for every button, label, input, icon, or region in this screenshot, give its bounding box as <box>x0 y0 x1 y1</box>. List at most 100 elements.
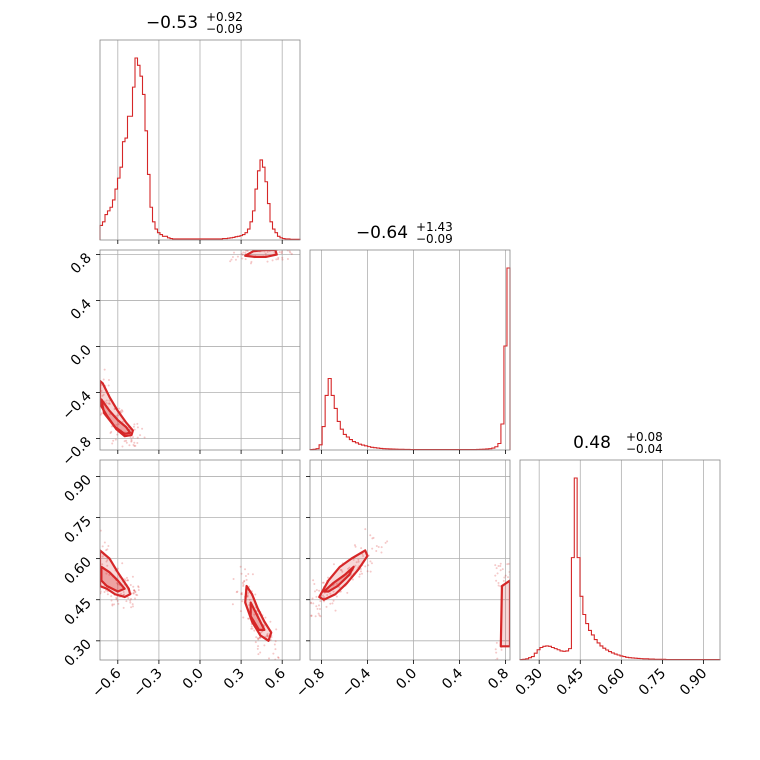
sample-point <box>100 413 102 416</box>
sample-point <box>358 573 361 576</box>
sample-point <box>341 570 344 573</box>
sample-point <box>129 601 132 604</box>
sample-point <box>244 258 247 261</box>
sample-point <box>499 564 502 567</box>
contour-outer <box>244 584 273 642</box>
y-tick-label: 0.0 <box>68 342 95 369</box>
sample-point <box>242 583 245 586</box>
param-title-0: −0.53 <box>146 13 198 33</box>
sample-point <box>134 591 137 594</box>
sample-point <box>251 573 254 576</box>
sample-point <box>106 548 109 551</box>
sample-point <box>380 551 383 554</box>
sample-point <box>131 436 134 439</box>
sample-point <box>264 616 267 619</box>
sample-point <box>117 414 120 417</box>
sample-point <box>244 251 247 254</box>
sample-point <box>515 661 517 663</box>
sample-point <box>250 627 253 630</box>
sample-point <box>242 580 245 583</box>
sample-point <box>125 576 128 579</box>
sample-point <box>263 624 266 627</box>
sample-point <box>332 563 335 566</box>
sample-point <box>262 242 264 244</box>
sample-point <box>95 541 97 543</box>
sample-point <box>318 607 321 610</box>
sample-point <box>506 563 509 566</box>
sample-point <box>507 665 509 667</box>
sample-point <box>509 668 511 670</box>
sample-point <box>91 548 93 550</box>
sample-point <box>241 257 244 260</box>
sample-point <box>348 566 351 569</box>
sample-point <box>360 572 363 575</box>
sample-point <box>256 647 259 650</box>
sample-point <box>106 593 109 596</box>
sample-point <box>95 411 97 413</box>
sample-point <box>269 638 272 641</box>
sample-point <box>364 565 367 568</box>
y-tick-label: −0.4 <box>59 388 94 423</box>
histogram-step-2 <box>519 477 721 661</box>
sample-point <box>108 402 111 405</box>
sample-point <box>266 632 269 635</box>
sample-point <box>108 573 111 576</box>
sample-point <box>94 534 96 536</box>
sample-point <box>253 613 256 616</box>
sample-point <box>121 420 124 423</box>
sample-point <box>316 607 319 610</box>
sample-point <box>286 244 288 246</box>
sample-point <box>327 576 330 579</box>
sample-point <box>280 247 282 249</box>
sample-point <box>132 585 135 588</box>
sample-point <box>280 252 283 255</box>
sample-point <box>241 254 244 257</box>
sample-point <box>93 391 95 393</box>
sample-point <box>325 605 328 608</box>
sample-point <box>285 244 287 246</box>
sample-point <box>250 260 253 263</box>
sample-point <box>125 441 128 444</box>
sample-point <box>242 251 245 254</box>
sample-point <box>281 258 284 261</box>
sample-point <box>95 411 97 413</box>
sample-point <box>240 593 243 596</box>
sample-point <box>136 426 139 429</box>
sample-point <box>500 648 503 651</box>
sample-point <box>511 665 513 667</box>
sample-point <box>269 620 272 623</box>
sample-point <box>375 545 378 548</box>
sample-point <box>272 652 275 655</box>
param-minus-2: −0.04 <box>626 442 663 456</box>
contour-outer <box>499 579 510 648</box>
sample-point <box>125 439 128 442</box>
sample-point <box>111 603 114 606</box>
sample-point <box>116 583 119 586</box>
sample-point <box>93 559 95 561</box>
sample-point <box>232 578 235 581</box>
sample-point <box>113 408 116 411</box>
pair-panel-2 <box>310 528 517 670</box>
sample-point <box>242 585 245 588</box>
sample-point <box>274 648 277 651</box>
sample-point <box>501 568 504 571</box>
sample-point <box>136 422 139 425</box>
sample-point <box>97 414 99 416</box>
contour-inner <box>249 601 266 631</box>
sample-point <box>129 597 132 600</box>
sample-point <box>97 359 99 361</box>
sample-point <box>230 258 233 261</box>
sample-point <box>105 572 108 575</box>
sample-point <box>124 579 127 582</box>
sample-point <box>117 423 120 426</box>
sample-point <box>329 592 332 595</box>
sample-point <box>384 541 387 544</box>
sample-point <box>115 414 118 417</box>
sample-point <box>239 565 242 568</box>
sample-point <box>108 403 111 406</box>
param-minus-0: −0.09 <box>206 22 243 36</box>
sample-point <box>135 593 138 596</box>
sample-point <box>114 438 117 441</box>
sample-point <box>116 433 119 436</box>
sample-point <box>372 536 375 539</box>
